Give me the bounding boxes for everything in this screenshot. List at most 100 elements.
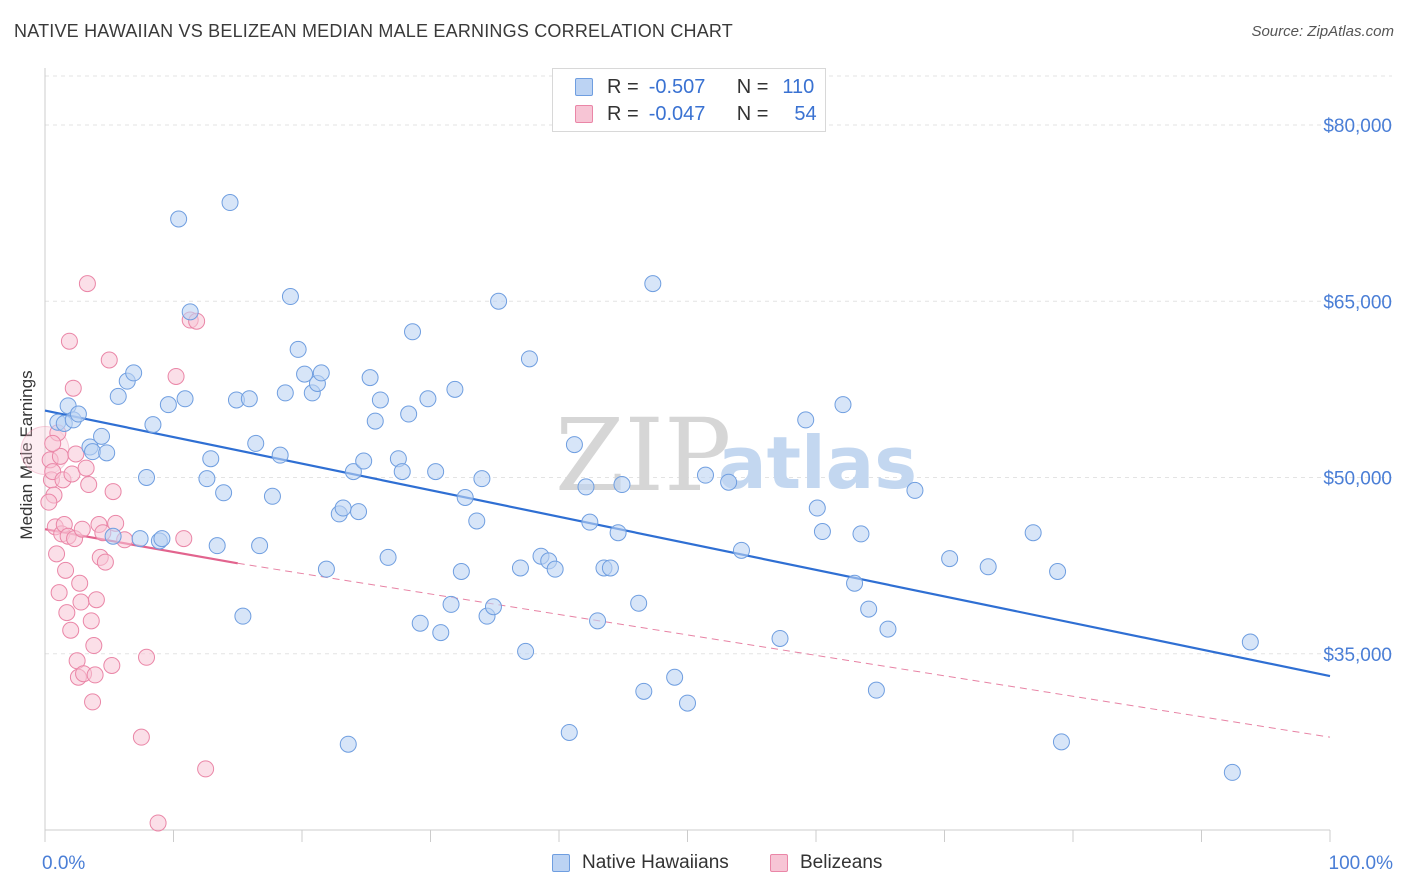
native-hawaiians-point (456, 488, 474, 506)
native-hawaiians-point (144, 416, 162, 434)
native-hawaiians-point (198, 470, 216, 488)
belizeans-point (48, 545, 66, 563)
native-hawaiians-point (679, 694, 696, 712)
belizeans-point (197, 760, 215, 778)
native-hawaiians-point (350, 503, 368, 521)
legend-r-value: -0.047 (648, 102, 706, 125)
belizeans-point (71, 574, 89, 592)
native-hawaiians-point (1052, 733, 1070, 751)
native-hawaiians-point (344, 463, 362, 481)
native-hawaiians-point (296, 365, 314, 383)
axes (44, 68, 1331, 842)
watermark-zip: ZIP (555, 397, 731, 514)
legend-r-label: R = (607, 75, 639, 98)
belizeans-point (167, 367, 185, 385)
legend-n-label: N = (736, 102, 769, 125)
native-hawaiians-point (432, 624, 450, 642)
belizeans-point (175, 530, 193, 548)
native-hawaiians-point (446, 380, 464, 398)
native-hawaiians-point (808, 499, 826, 517)
native-hawaiians-point (393, 463, 411, 481)
native-hawaiians-point (138, 469, 156, 486)
belizeans-point (72, 593, 90, 611)
y-axis-label: Median Male Earnings (17, 370, 36, 539)
native-hawaiians-point (720, 473, 738, 491)
native-hawaiians-point (630, 594, 648, 612)
gridlines (45, 75, 1392, 655)
native-hawaiians-point (609, 524, 627, 542)
chart-title: NATIVE HAWAIIAN VS BELIZEAN MEDIAN MALE … (14, 21, 733, 41)
native-hawaiians-point (379, 548, 397, 566)
native-hawaiians-point (867, 681, 885, 699)
belizeans-point (103, 657, 121, 674)
belizeans-point (63, 465, 81, 483)
native-hawaiians-point (797, 411, 815, 429)
belizeans-point (62, 621, 80, 639)
native-hawaiians-point (153, 530, 171, 548)
native-hawaiians-point (208, 537, 226, 555)
native-hawaiians-point (813, 523, 831, 541)
native-hawaiians-point (581, 513, 599, 531)
belizeans-point (87, 591, 105, 609)
native-hawaiians-point (941, 550, 959, 568)
native-hawaiians-point (577, 478, 595, 496)
native-hawaiians-point (170, 210, 188, 228)
native-hawaiians-point (520, 350, 538, 368)
series-legend: Native Hawaiians Belizeans (0, 852, 1406, 878)
legend-r-value: -0.507 (648, 75, 706, 98)
belizeans-trend-extension (237, 562, 1331, 738)
native-hawaiians-point (452, 563, 470, 580)
belizeans-point (104, 483, 122, 501)
native-hawaiians-point (696, 466, 714, 484)
native-hawaiians-point (546, 560, 564, 578)
belizeans-point (64, 379, 82, 397)
native-hawaiians-point (84, 443, 102, 461)
native-hawaiians-point (317, 560, 335, 578)
stats-legend: R = -0.507 N = 110 R = -0.047 N = 54 (552, 68, 826, 132)
native-hawaiians-point (1241, 633, 1259, 651)
legend-row-belizeans: R = -0.047 N = 54 (575, 102, 817, 126)
native-hawaiians-point (404, 323, 422, 341)
native-hawaiians-point (846, 574, 864, 592)
native-hawaiians-point (979, 558, 997, 576)
y-tick-label: $50,000 (1323, 469, 1392, 490)
native-hawaiians-point (69, 405, 87, 423)
legend-item-native-hawaiians[interactable]: Native Hawaiians (552, 852, 729, 874)
legend-item-belizeans[interactable]: Belizeans (770, 852, 882, 874)
native-hawaiians-point (732, 541, 750, 559)
source-label: Source: ZipAtlas.com (1251, 23, 1394, 40)
belizeans-point (138, 648, 156, 666)
belizeans-point (58, 604, 76, 622)
belizeans-point (86, 666, 104, 684)
native-hawaiians-point (366, 412, 384, 430)
x-tick-label-min: 0.0% (42, 853, 85, 874)
native-hawaiians-point (834, 396, 852, 414)
native-hawaiians-point (289, 340, 307, 358)
native-hawaiians-point (400, 405, 418, 423)
native-hawaiians-point (339, 735, 357, 753)
belizeans-point (82, 612, 100, 630)
native-hawaiians-point (93, 427, 111, 445)
native-hawaiians-point (98, 444, 116, 462)
legend-n-value: 54 (794, 102, 817, 125)
belizeans-point (85, 637, 103, 655)
native-hawaiians-point (565, 436, 583, 454)
native-hawaiians-point (263, 487, 281, 505)
native-hawaiians-point (371, 391, 389, 409)
legend-n-label: N = (736, 75, 769, 98)
belizeans-point (67, 445, 85, 463)
native-hawaiians-points (49, 194, 1259, 781)
legend-n-value: 110 (782, 75, 815, 98)
native-hawaiians-point (131, 530, 149, 548)
belizeans-points (20, 275, 215, 832)
y-tick-label: $35,000 (1323, 645, 1392, 666)
native-hawaiians-point (427, 463, 445, 481)
native-hawaiians-point (511, 559, 529, 577)
native-hawaiians-point (879, 620, 897, 638)
native-hawaiians-point (560, 723, 578, 741)
native-hawaiians-point (240, 390, 258, 408)
belizeans-point (50, 584, 68, 602)
native-hawaiians-point (601, 559, 619, 577)
belizeans-point (96, 553, 114, 571)
